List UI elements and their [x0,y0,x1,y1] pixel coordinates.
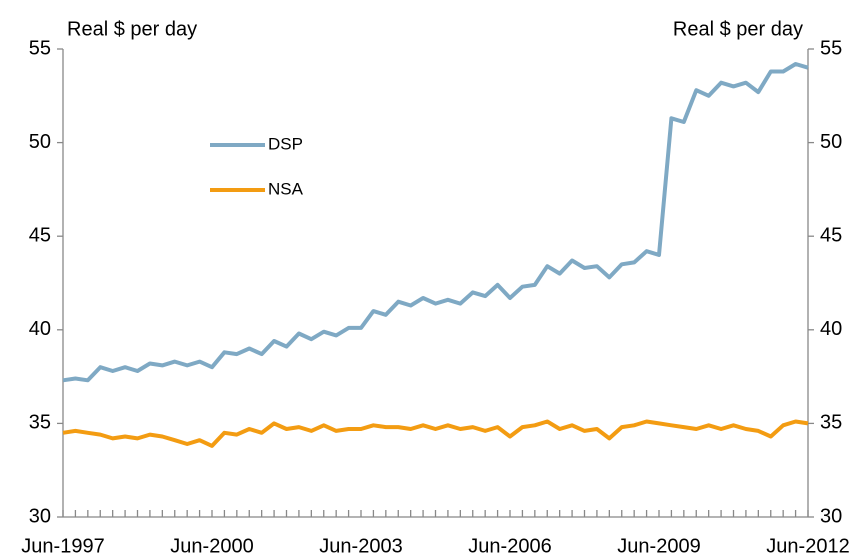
y-tick-label: 55 [29,37,51,59]
x-tick-label: Jun-2003 [319,535,402,557]
x-tick-label: Jun-2012 [766,535,849,557]
y-tick-label: 50 [29,131,51,153]
y-axis-label: Real $ per day [67,18,197,40]
legend-label: DSP [268,134,303,153]
x-tick-label: Jun-2009 [617,535,700,557]
y2-tick-label: 50 [820,131,842,153]
y2-tick-label: 40 [820,318,842,340]
y-tick-label: 30 [29,505,51,527]
x-tick-label: Jun-1997 [21,535,104,557]
y2-tick-label: 55 [820,37,842,59]
y-tick-label: 40 [29,318,51,340]
x-tick-label: Jun-2006 [468,535,551,557]
y2-tick-label: 45 [820,224,842,246]
series-line [62,62,809,383]
y-tick-label: 45 [29,224,51,246]
y2-tick-label: 30 [820,505,842,527]
y-tick-label: 35 [29,412,51,434]
y2-tick-label: 35 [820,412,842,434]
legend-label: NSA [268,179,304,198]
series-line [62,419,809,448]
y2-axis-label: Real $ per day [673,18,803,40]
x-tick-label: Jun-2000 [170,535,253,557]
